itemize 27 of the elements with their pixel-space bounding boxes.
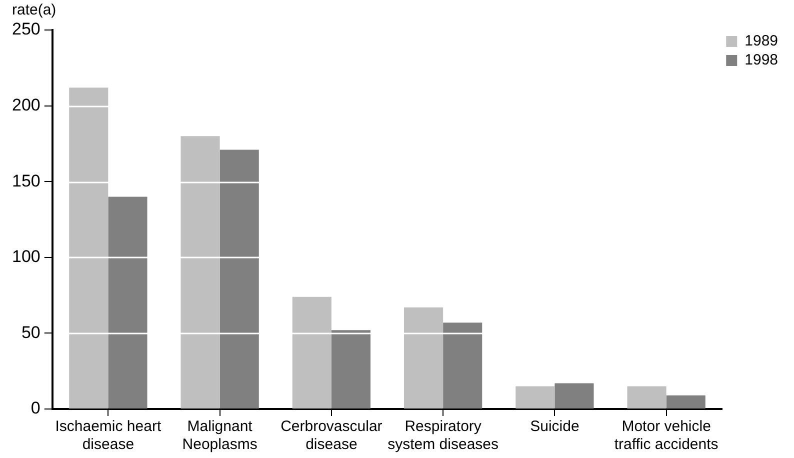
- x-tick-label: Ischaemic heart disease: [55, 418, 162, 454]
- bar: [69, 88, 108, 408]
- bar: [292, 296, 332, 408]
- bar: [220, 150, 259, 408]
- legend-label: 1989: [744, 32, 778, 50]
- y-tick-label: 100: [12, 247, 40, 266]
- y-axis-title: rate(a): [12, 2, 56, 19]
- bar: [666, 395, 706, 408]
- y-tick-label: 200: [12, 95, 40, 114]
- y-tick-label: 50: [21, 322, 40, 342]
- bar: [516, 386, 555, 408]
- y-tick-label: 250: [12, 20, 40, 39]
- bar: [180, 136, 220, 408]
- y-tick-label: 150: [12, 171, 40, 190]
- x-tick-label: Suicide: [530, 418, 580, 436]
- x-tick-label: Cerbrovascular disease: [280, 418, 382, 454]
- bar: [443, 322, 482, 408]
- x-tick-label: Respiratory system diseases: [388, 418, 498, 454]
- bar: [554, 383, 594, 408]
- x-tick-label: Malignant Neoplasms: [182, 418, 258, 454]
- x-tick-label: Motor vehicle traffic accidents: [614, 418, 718, 454]
- legend-label: 1998: [744, 52, 778, 69]
- bar: [627, 386, 666, 408]
- bar: [331, 330, 371, 408]
- y-tick-label: 0: [30, 398, 40, 418]
- bar: [108, 196, 148, 408]
- bar: [404, 307, 444, 408]
